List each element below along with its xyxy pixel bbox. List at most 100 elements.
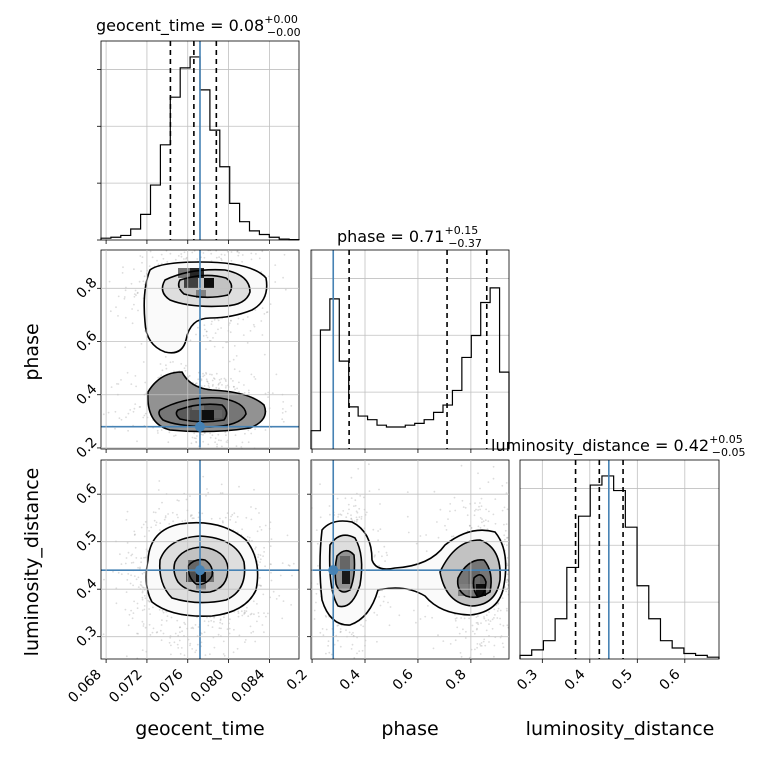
sample-point (202, 475, 205, 478)
sample-point (179, 631, 181, 634)
sample-point (207, 620, 210, 623)
sample-point (487, 619, 490, 621)
sample-point (139, 255, 142, 257)
density-cell-2 (204, 278, 214, 288)
panel-frame (310, 459, 510, 660)
sample-point (355, 520, 358, 523)
sample-point (203, 385, 206, 387)
sample-point (241, 528, 244, 531)
sample-point (244, 639, 247, 641)
sample-point (180, 647, 183, 649)
sample-point (253, 613, 255, 616)
sample-point (454, 639, 457, 642)
sample-point (484, 644, 487, 647)
sample-point (201, 512, 204, 515)
sample-point (365, 619, 367, 622)
density-cell-3 (476, 584, 486, 596)
histogram-phase (310, 287, 510, 449)
sample-point (194, 624, 197, 626)
sample-point (155, 521, 158, 524)
sample-point (501, 484, 504, 487)
sample-point (196, 616, 199, 619)
sample-point (503, 543, 505, 546)
sample-point (197, 326, 199, 329)
sample-point (170, 644, 172, 647)
sample-point (494, 522, 497, 525)
sample-point (207, 491, 210, 494)
hist-frame-geocent_time (100, 40, 300, 241)
density-cell-4 (458, 584, 468, 596)
sample-point (480, 642, 483, 644)
sample-point (213, 620, 215, 623)
sample-point (360, 518, 363, 520)
sample-point (164, 516, 167, 519)
sample-point (250, 252, 253, 255)
sample-point (485, 614, 488, 617)
sample-point (335, 634, 338, 637)
sample-point (200, 433, 203, 436)
sample-point (319, 483, 321, 486)
sample-point (166, 260, 169, 263)
sample-point (189, 339, 192, 342)
sample-point (347, 503, 350, 506)
sample-point (477, 623, 480, 626)
sample-point (250, 506, 252, 508)
sample-point (496, 617, 499, 619)
sample-point (138, 406, 141, 408)
sample-point (406, 491, 409, 493)
sample-point (202, 252, 205, 254)
sample-point (205, 378, 208, 381)
sample-point (210, 517, 213, 520)
sample-point (140, 526, 143, 529)
sample-point (449, 643, 452, 645)
sample-point (157, 489, 160, 491)
sample-point (143, 414, 146, 417)
sample-point (261, 307, 264, 309)
sample-point (213, 345, 216, 348)
sample-point (506, 564, 509, 567)
sample-point (357, 467, 360, 470)
sample-point (237, 254, 240, 257)
sample-point (475, 622, 478, 624)
sample-point (216, 445, 218, 448)
sample-point (209, 432, 212, 435)
sample-point (158, 480, 161, 482)
sample-point (183, 251, 186, 254)
sample-point (118, 417, 121, 420)
sample-point (200, 641, 203, 644)
sample-point (355, 516, 358, 519)
sample-point (157, 432, 159, 434)
sample-point (143, 605, 146, 607)
sample-point (382, 600, 385, 603)
xtick-label-phase-3: 0.8 (443, 667, 470, 694)
sample-point (142, 523, 145, 526)
sample-point (345, 516, 348, 519)
grid-1-2 (311, 460, 509, 659)
sample-point (252, 323, 255, 326)
sample-point (254, 378, 257, 380)
sample-point (263, 612, 265, 614)
sample-point (352, 631, 354, 634)
sample-point (232, 385, 235, 388)
sample-point (133, 575, 136, 577)
sample-point (213, 646, 216, 649)
sample-point (178, 626, 181, 629)
sample-point (156, 429, 159, 432)
sample-point (173, 641, 176, 644)
sample-point (161, 369, 164, 372)
sample-point (191, 251, 194, 254)
sample-point (290, 405, 293, 407)
sample-point (141, 598, 144, 601)
title-phase: phase = 0.71+0.15 −0.37 (337, 224, 482, 250)
sample-point (464, 506, 467, 509)
sample-point (126, 510, 129, 513)
sample-point (476, 646, 478, 649)
sample-point (202, 375, 205, 378)
sample-point (264, 392, 267, 395)
sample-point (267, 391, 270, 394)
sample-point (493, 655, 495, 658)
sample-point (220, 627, 222, 630)
sample-point (319, 516, 322, 519)
sample-point (333, 643, 336, 646)
sample-point (165, 619, 168, 622)
